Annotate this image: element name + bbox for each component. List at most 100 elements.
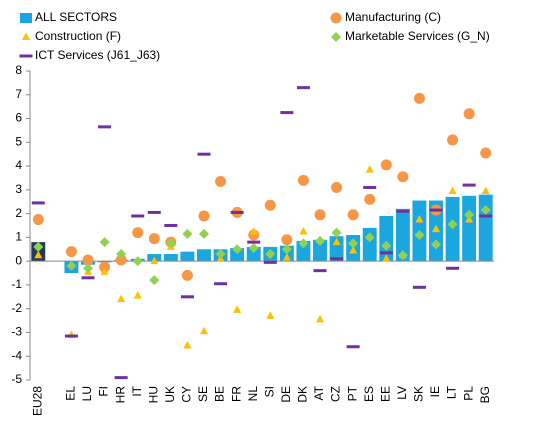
x-tick-label: LT [445, 385, 459, 399]
marker [464, 209, 475, 220]
marker [396, 209, 410, 213]
marker [349, 245, 358, 254]
bar [163, 254, 178, 262]
x-tick-label: SE [196, 386, 210, 402]
marker [98, 125, 112, 129]
marker [331, 227, 342, 238]
marker [330, 257, 344, 261]
marker [298, 238, 309, 249]
marker [364, 193, 376, 205]
marker [81, 276, 95, 280]
x-tick-label: AT [312, 385, 326, 400]
marker [33, 241, 44, 252]
marker [133, 291, 142, 299]
marker [114, 376, 128, 380]
bar [230, 248, 245, 262]
bar [197, 249, 211, 262]
marker [480, 147, 492, 159]
marker [431, 239, 441, 250]
marker [230, 210, 244, 214]
marker [150, 256, 159, 265]
marker [446, 266, 460, 270]
marker [381, 240, 392, 251]
marker [415, 215, 424, 223]
legend-label: Manufacturing (C) [345, 10, 441, 24]
marker [82, 254, 94, 266]
marker [480, 205, 491, 216]
marker [132, 227, 144, 239]
marker [34, 250, 43, 259]
marker [99, 261, 111, 273]
marker [380, 159, 392, 171]
y-tick-label: 1 [15, 230, 22, 244]
x-tick-label: HU [146, 386, 160, 403]
marker [65, 246, 77, 258]
bar [478, 194, 493, 262]
y-tick-label: 4 [15, 158, 22, 172]
x-tick-label: PL [461, 386, 475, 401]
y-tick-label: -2 [11, 301, 22, 315]
marker [347, 209, 359, 221]
x-tick-label: HR [113, 386, 127, 404]
marker [180, 295, 194, 299]
marker [280, 111, 294, 115]
y-tick-label: -4 [11, 348, 22, 362]
marker [182, 228, 193, 239]
marker [165, 238, 176, 249]
marker [263, 260, 277, 264]
x-tick-label: IE [428, 386, 442, 397]
marker [463, 108, 475, 120]
marker [66, 260, 77, 271]
x-tick-label: NL [246, 386, 260, 402]
marker [479, 214, 493, 218]
marker [346, 345, 360, 349]
bar [180, 251, 195, 262]
marker [412, 285, 426, 289]
marker [147, 210, 161, 214]
x-tick-label: IT [130, 385, 144, 396]
marker [332, 237, 341, 246]
x-tick-label: FR [229, 386, 243, 402]
marker [117, 294, 126, 303]
legend-marker [20, 13, 32, 23]
marker [164, 224, 178, 227]
marker [432, 224, 440, 233]
marker [315, 235, 325, 246]
x-tick-label: EL [64, 386, 78, 401]
x-tick-label: UK [163, 386, 177, 403]
marker [215, 176, 227, 188]
bar [379, 215, 394, 262]
y-tick-label: -1 [11, 277, 22, 291]
marker [379, 251, 393, 255]
x-tick-label: DE [279, 386, 293, 403]
legend-marker [331, 32, 341, 42]
marker [32, 214, 44, 226]
marker [183, 341, 192, 349]
bar [395, 208, 410, 262]
marker [447, 134, 459, 146]
x-tick-label: EU28 [30, 386, 44, 416]
marker [83, 263, 93, 274]
marker [447, 219, 458, 230]
marker [148, 233, 160, 245]
marker [265, 249, 276, 260]
marker [249, 226, 258, 235]
marker [299, 226, 308, 235]
marker [100, 267, 109, 275]
marker [199, 228, 209, 239]
marker [248, 243, 259, 254]
marker [481, 186, 490, 195]
y-tick-label: -3 [11, 325, 22, 339]
y-tick-label: 0 [15, 253, 22, 267]
marker [316, 314, 324, 323]
bar [462, 195, 477, 262]
marker [282, 253, 291, 261]
x-tick-label: LV [395, 386, 409, 400]
marker [232, 244, 243, 255]
x-tick-label: ES [362, 386, 376, 402]
marker [215, 249, 226, 260]
x-tick-label: EE [378, 386, 392, 402]
y-tick-label: 6 [15, 111, 22, 125]
legend-label: Construction (F) [35, 29, 121, 43]
